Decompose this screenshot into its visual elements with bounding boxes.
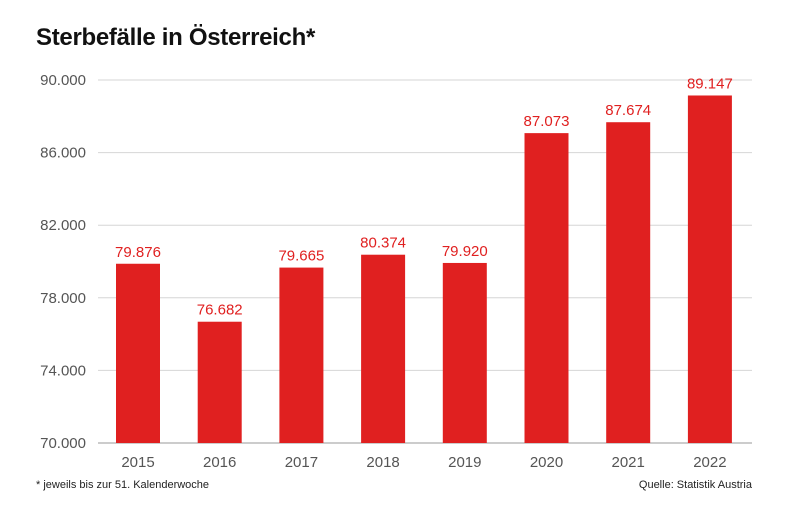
x-tick-label: 2020 <box>530 454 563 471</box>
bar-2019 <box>442 262 487 443</box>
bar-2015 <box>116 263 160 443</box>
data-label-2022: 89.147 <box>687 75 733 92</box>
x-tick-label: 2017 <box>285 454 318 471</box>
x-tick-label: 2015 <box>121 454 154 471</box>
bar-2022 <box>687 95 732 444</box>
data-label-2017: 79.665 <box>278 248 324 265</box>
source-note: Quelle: Statistik Austria <box>638 479 752 491</box>
data-label-2021: 87.674 <box>605 102 651 119</box>
bar-2016 <box>197 321 242 443</box>
x-tick-label: 2019 <box>448 454 481 471</box>
x-axis: 2015 2016 2017 2018 2019 2020 2021 2022 <box>121 454 726 471</box>
chart-title: Sterbefälle in Österreich* <box>36 24 315 51</box>
data-label-2015: 79.876 <box>115 244 161 261</box>
data-label-2016: 76.682 <box>197 302 243 319</box>
y-tick-label: 90.000 <box>40 72 86 89</box>
footnote: * jeweils bis zur 51. Kalenderwoche <box>36 479 210 491</box>
data-label-2020: 87.073 <box>524 113 570 130</box>
x-tick-label: 2021 <box>612 454 645 471</box>
bar-2020 <box>524 133 569 443</box>
x-tick-label: 2022 <box>693 454 726 471</box>
y-tick-label: 70.000 <box>40 435 86 452</box>
x-tick-label: 2018 <box>366 454 399 471</box>
y-tick-label: 78.000 <box>40 290 86 307</box>
x-tick-label: 2016 <box>203 454 236 471</box>
y-axis: 70.000 74.000 78.000 82.000 86.000 90.000 <box>40 72 86 452</box>
y-tick-label: 86.000 <box>40 145 86 162</box>
data-labels: 79.876 76.682 79.665 80.374 79.920 87.073 87.6… <box>115 75 733 318</box>
bars <box>116 95 732 444</box>
y-tick-label: 74.000 <box>40 362 86 379</box>
y-tick-label: 82.000 <box>40 217 86 234</box>
data-label-2018: 80.374 <box>360 235 406 252</box>
data-label-2019: 79.920 <box>442 243 488 260</box>
bar-2021 <box>606 122 651 443</box>
bar-2017 <box>279 267 324 443</box>
gridlines <box>98 79 752 444</box>
bar-2018 <box>361 254 406 443</box>
